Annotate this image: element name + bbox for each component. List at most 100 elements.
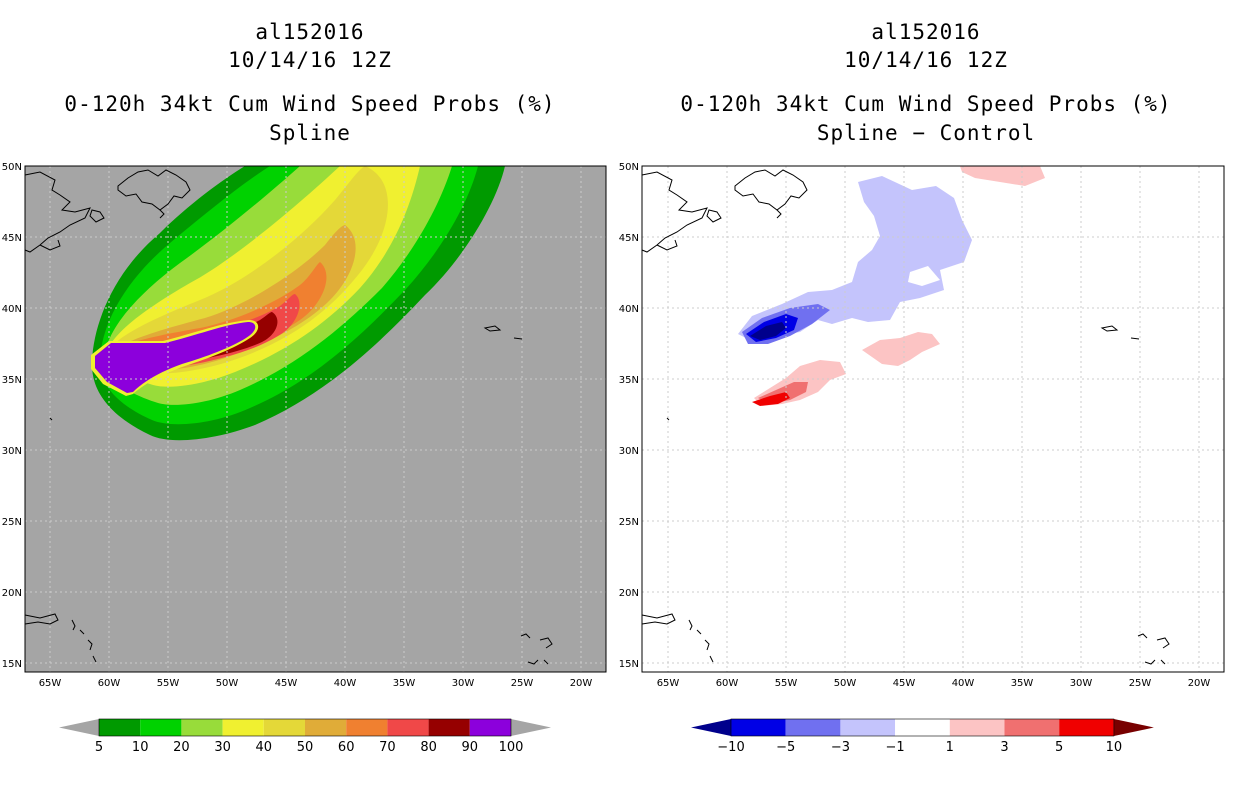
left-colorbar-high-end [511,719,551,736]
right-lat-40n: 40N [619,304,639,315]
left-colorbar-label: 60 [338,740,355,755]
left-colorbar-swatch [305,719,347,736]
right-lon-30w: 30W [1070,678,1093,689]
left-colorbar-label: 30 [214,740,231,755]
left-colorbar-low-end [59,719,99,736]
right-lon-35w: 35W [1011,678,1034,689]
right-lon-65w: 65W [657,678,680,689]
right-colorbar-label: −5 [776,740,795,755]
left-colorbar-swatch [469,719,511,736]
right-colorbar-swatch [895,719,950,736]
left-colorbar-label: 100 [499,740,524,755]
left-lon-55w: 55W [157,678,180,689]
left-lon-45w: 45W [275,678,298,689]
right-lat-25n: 25N [619,517,639,528]
left-lon-60w: 60W [98,678,121,689]
left-lat-45n: 45N [2,233,22,244]
left-coastlines [24,169,553,665]
right-colorbar-high-end [1113,719,1154,736]
left-colorbar-swatch [263,719,305,736]
left-colorbar-label: 50 [297,740,314,755]
left-lon-20w: 20W [570,678,593,689]
left-colorbar-label: 80 [420,740,437,755]
left-lat-30n: 30N [2,446,22,457]
left-colorbar-swatch [387,719,429,736]
right-difference-contours [738,166,1045,406]
right-colorbar-swatch [785,719,841,736]
left-lon-30w: 30W [452,678,475,689]
right-colorbar-label: −10 [717,740,744,755]
left-colorbar-swatch [140,719,182,736]
right-colorbar-low-end [691,719,731,736]
right-lat-50n: 50N [619,162,639,173]
left-colorbar-swatch [346,719,388,736]
left-colorbar-label: 90 [462,740,479,755]
right-date: 10/14/16 12Z [844,48,1008,72]
left-colorbar: 5 10 20 30 40 50 60 70 80 90 100 [59,718,551,755]
right-colorbar-label: 10 [1106,740,1123,755]
right-lat-35n: 35N [619,375,639,386]
right-colorbar-label: 3 [1000,740,1008,755]
left-colorbar-label: 10 [132,740,149,755]
left-subtitle: Spline [269,121,351,145]
left-colorbar-label: 70 [379,740,396,755]
left-lon-40w: 40W [334,678,357,689]
right-colorbar: −10 −5 −3 −1 1 3 5 10 [691,718,1154,755]
left-colorbar-swatch [181,719,223,736]
left-lat-50n: 50N [2,162,22,173]
left-probability-contours [91,166,505,441]
left-colorbar-label: 40 [256,740,273,755]
left-lat-25n: 25N [2,517,22,528]
right-lon-50w: 50W [834,678,857,689]
right-lat-labels: 50N 45N 40N 35N 30N 25N 20N 15N [619,162,639,670]
right-lon-20w: 20W [1188,678,1211,689]
right-colorbar-label: −1 [886,740,905,755]
left-colorbar-swatch [222,719,264,736]
left-map-frame [24,165,607,673]
right-colorbar-swatch [1004,719,1060,736]
left-lat-15n: 15N [2,659,22,670]
right-lon-labels: 65W 60W 55W 50W 45W 40W 35W 30W 25W 20W [657,678,1211,689]
left-colorbar-label: 5 [95,740,103,755]
left-lat-labels: 50N 45N 40N 35N 30N 25N 20N 15N [2,162,22,670]
right-lat-15n: 15N [619,659,639,670]
left-storm-id: al152016 [255,20,365,44]
left-colorbar-label: 20 [173,740,190,755]
left-lat-40n: 40N [2,304,22,315]
left-date: 10/14/16 12Z [228,48,392,72]
right-subtitle: Spline − Control [816,121,1036,145]
right-lon-40w: 40W [952,678,975,689]
left-colorbar-swatch [99,719,141,736]
right-colorbar-swatch [731,719,786,736]
left-lon-65w: 65W [39,678,62,689]
left-lon-labels: 65W 60W 55W 50W 45W 40W 35W 30W 25W 20W [39,678,593,689]
right-lat-20n: 20N [619,588,639,599]
left-map: 50N 45N 40N 35N 30N 25N 20N 15N 65W 60W … [2,162,607,689]
right-colorbar-label: 5 [1055,740,1063,755]
right-storm-id: al152016 [871,20,981,44]
left-lon-50w: 50W [216,678,239,689]
right-lat-45n: 45N [619,233,639,244]
right-colorbar-swatch [949,719,1005,736]
right-grid-lines [642,166,1224,672]
right-lon-45w: 45W [893,678,916,689]
right-product-title: 0-120h 34kt Cum Wind Speed Probs (%) [680,92,1172,116]
left-colorbar-swatch [428,719,470,736]
right-map-frame [641,165,1225,673]
left-lon-35w: 35W [393,678,416,689]
right-lon-55w: 55W [775,678,798,689]
right-colorbar-outline [730,718,1115,737]
left-product-title: 0-120h 34kt Cum Wind Speed Probs (%) [64,92,556,116]
right-colorbar-label: 1 [946,740,954,755]
right-colorbar-label: −3 [831,740,850,755]
right-colorbar-swatch [840,719,896,736]
left-lon-25w: 25W [511,678,534,689]
right-lat-30n: 30N [619,446,639,457]
left-lat-35n: 35N [2,375,22,386]
right-lon-60w: 60W [716,678,739,689]
right-lon-25w: 25W [1129,678,1152,689]
left-colorbar-outline [98,718,512,737]
right-colorbar-swatch [1059,719,1114,736]
right-coastlines [641,169,1170,665]
